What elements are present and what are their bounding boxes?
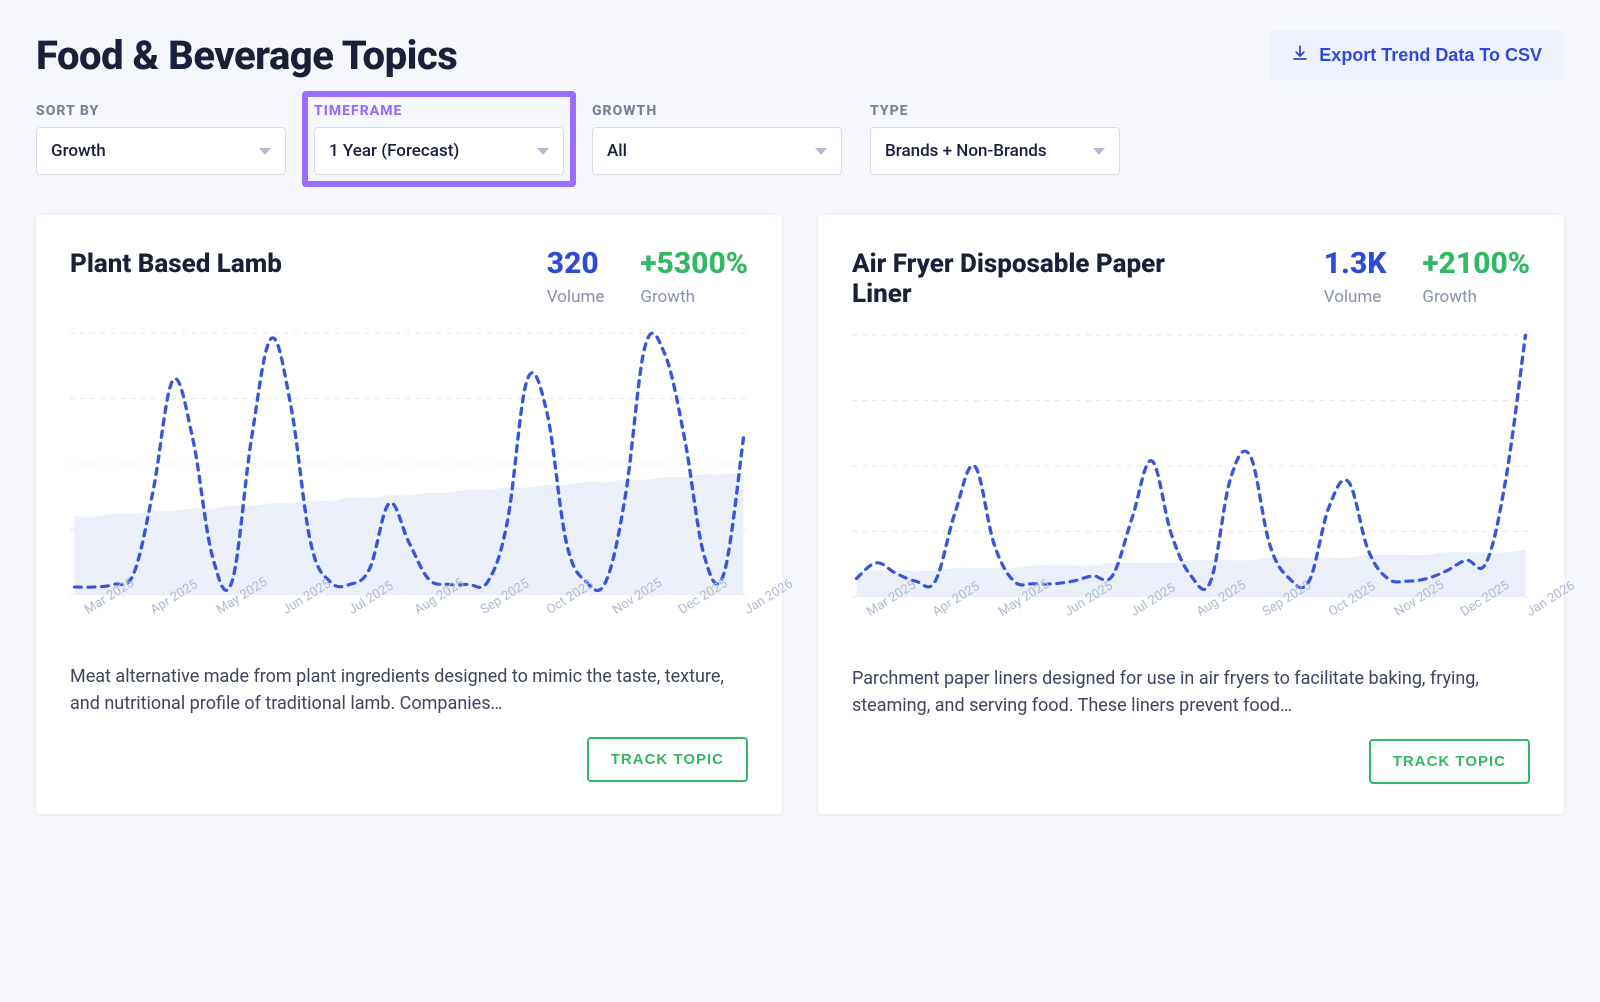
x-axis-label: Aug 2025: [1194, 607, 1202, 620]
x-axis-label: Mar 2025: [82, 605, 90, 618]
chevron-down-icon: [537, 148, 549, 155]
volume-label: Volume: [547, 287, 605, 307]
topic-card: Air Fryer Disposable Paper Liner 1.3K Vo…: [818, 215, 1564, 814]
filter-label: TIMEFRAME: [314, 103, 564, 119]
timeframe-select[interactable]: 1 Year (Forecast): [314, 127, 564, 175]
topic-title[interactable]: Plant Based Lamb: [70, 249, 282, 279]
x-axis-label: Oct 2025: [544, 605, 552, 618]
chevron-down-icon: [1093, 148, 1105, 155]
metric-volume: 1.3K Volume: [1324, 249, 1387, 307]
x-axis-label: Jul 2025: [1128, 607, 1136, 620]
export-csv-button[interactable]: Export Trend Data To CSV: [1269, 30, 1564, 81]
x-axis-label: Apr 2025: [148, 605, 156, 618]
x-axis-label: Oct 2025: [1326, 607, 1334, 620]
x-axis-label: Mar 2025: [864, 607, 872, 620]
volume-label: Volume: [1324, 287, 1387, 307]
filters-row: SORT BY Growth TIMEFRAME 1 Year (Forecas…: [36, 103, 1564, 175]
growth-value: +2100%: [1422, 249, 1530, 279]
track-topic-button[interactable]: TRACK TOPIC: [1369, 739, 1530, 784]
x-axis-label: Sep 2025: [478, 605, 486, 618]
track-topic-button[interactable]: TRACK TOPIC: [587, 737, 748, 782]
x-axis-label: Jul 2025: [346, 605, 354, 618]
select-value: All: [607, 141, 627, 161]
x-axis-label: Apr 2025: [930, 607, 938, 620]
trend-chart: [852, 331, 1530, 601]
filter-label: TYPE: [870, 103, 1120, 119]
select-value: Brands + Non-Brands: [885, 141, 1047, 161]
x-axis-label: Nov 2025: [1392, 607, 1400, 620]
topic-cards: Plant Based Lamb 320 Volume +5300% Growt…: [36, 215, 1564, 814]
x-axis-label: Jan 2026: [1524, 607, 1532, 620]
growth-select[interactable]: All: [592, 127, 842, 175]
chart-x-labels: Mar 2025 Apr 2025 May 2025 Jun 2025 Jul 2025…: [852, 607, 1530, 622]
select-value: Growth: [51, 141, 106, 161]
type-select[interactable]: Brands + Non-Brands: [870, 127, 1120, 175]
x-axis-label: Nov 2025: [610, 605, 618, 618]
filter-label: SORT BY: [36, 103, 286, 119]
metric-growth: +2100% Growth: [1422, 249, 1530, 307]
volume-value: 320: [547, 249, 605, 279]
filter-label: GROWTH: [592, 103, 842, 119]
sort-by-select[interactable]: Growth: [36, 127, 286, 175]
x-axis-label: May 2025: [996, 607, 1004, 620]
metric-volume: 320 Volume: [547, 249, 605, 307]
metric-growth: +5300% Growth: [640, 249, 748, 307]
growth-label: Growth: [640, 287, 748, 307]
select-value: 1 Year (Forecast): [329, 141, 459, 161]
volume-value: 1.3K: [1324, 249, 1387, 279]
export-csv-label: Export Trend Data To CSV: [1319, 45, 1542, 66]
topic-title[interactable]: Air Fryer Disposable Paper Liner: [852, 249, 1225, 309]
chevron-down-icon: [259, 148, 271, 155]
download-icon: [1291, 44, 1309, 67]
x-axis-label: Jun 2025: [1062, 607, 1070, 620]
x-axis-label: Jan 2026: [742, 605, 750, 618]
filter-sort-by: SORT BY Growth: [36, 103, 286, 175]
x-axis-label: Sep 2025: [1260, 607, 1268, 620]
x-axis-label: May 2025: [214, 605, 222, 618]
x-axis-label: Aug 2025: [412, 605, 420, 618]
filter-timeframe: TIMEFRAME 1 Year (Forecast): [314, 103, 564, 175]
x-axis-label: Dec 2025: [676, 605, 684, 618]
growth-value: +5300%: [640, 249, 748, 279]
trend-chart: [70, 329, 748, 599]
filter-type: TYPE Brands + Non-Brands: [870, 103, 1120, 175]
chart-x-labels: Mar 2025 Apr 2025 May 2025 Jun 2025 Jul 2025…: [70, 605, 748, 620]
filter-growth: GROWTH All: [592, 103, 842, 175]
page-title: Food & Beverage Topics: [36, 32, 457, 79]
topic-description: Meat alternative made from plant ingredi…: [70, 663, 748, 717]
x-axis-label: Jun 2025: [280, 605, 288, 618]
chevron-down-icon: [815, 148, 827, 155]
topic-description: Parchment paper liners designed for use …: [852, 665, 1530, 719]
growth-label: Growth: [1422, 287, 1530, 307]
topic-card: Plant Based Lamb 320 Volume +5300% Growt…: [36, 215, 782, 814]
x-axis-label: Dec 2025: [1458, 607, 1466, 620]
